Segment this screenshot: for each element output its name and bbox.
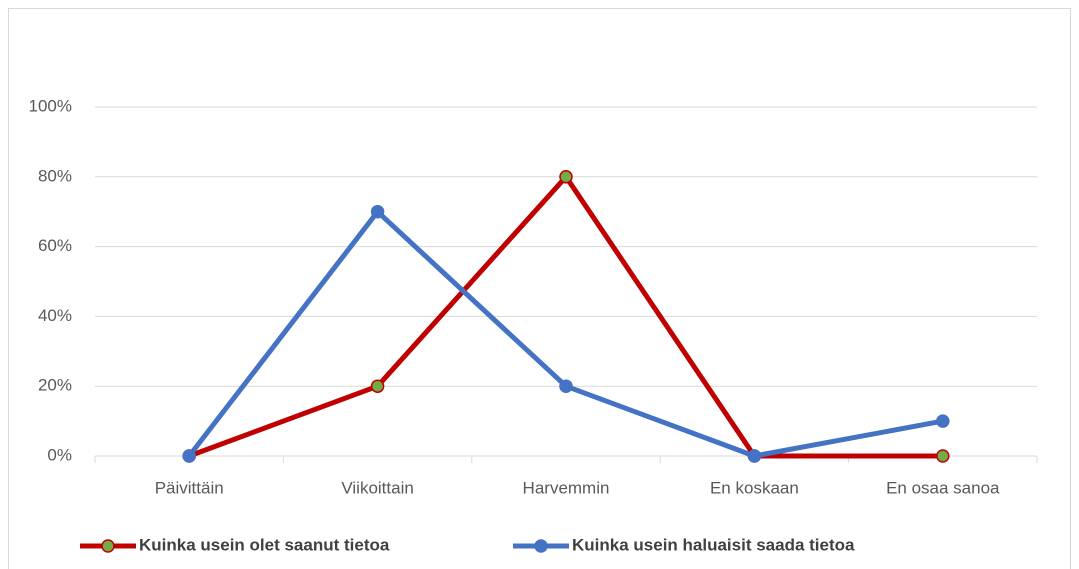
data-point <box>370 204 385 219</box>
data-point <box>370 379 385 393</box>
legend-label: Kuinka usein olet saanut tietoa <box>139 535 390 554</box>
legend-label: Kuinka usein haluaisit saada tietoa <box>572 535 855 554</box>
y-tick-label: 0% <box>47 445 72 464</box>
data-point <box>936 414 950 428</box>
y-tick-label: 80% <box>38 166 72 185</box>
x-tick-label: En koskaan <box>710 478 799 497</box>
data-point <box>559 170 573 184</box>
data-point <box>559 379 573 393</box>
data-point <box>936 449 950 463</box>
x-tick-label: En osaa sanoa <box>886 478 1000 497</box>
x-tick-label: Päivittäin <box>155 478 224 497</box>
data-point <box>182 449 196 463</box>
y-tick-label: 40% <box>38 306 72 325</box>
y-tick-label: 20% <box>38 376 72 395</box>
y-tick-label: 100% <box>29 96 72 115</box>
x-tick-label: Viikoittain <box>341 478 413 497</box>
y-tick-label: 60% <box>38 236 72 255</box>
data-point <box>747 449 762 463</box>
legend-marker <box>534 539 548 553</box>
x-tick-label: Harvemmin <box>523 478 610 497</box>
chart-border <box>8 8 1071 569</box>
legend-marker <box>101 539 115 553</box>
